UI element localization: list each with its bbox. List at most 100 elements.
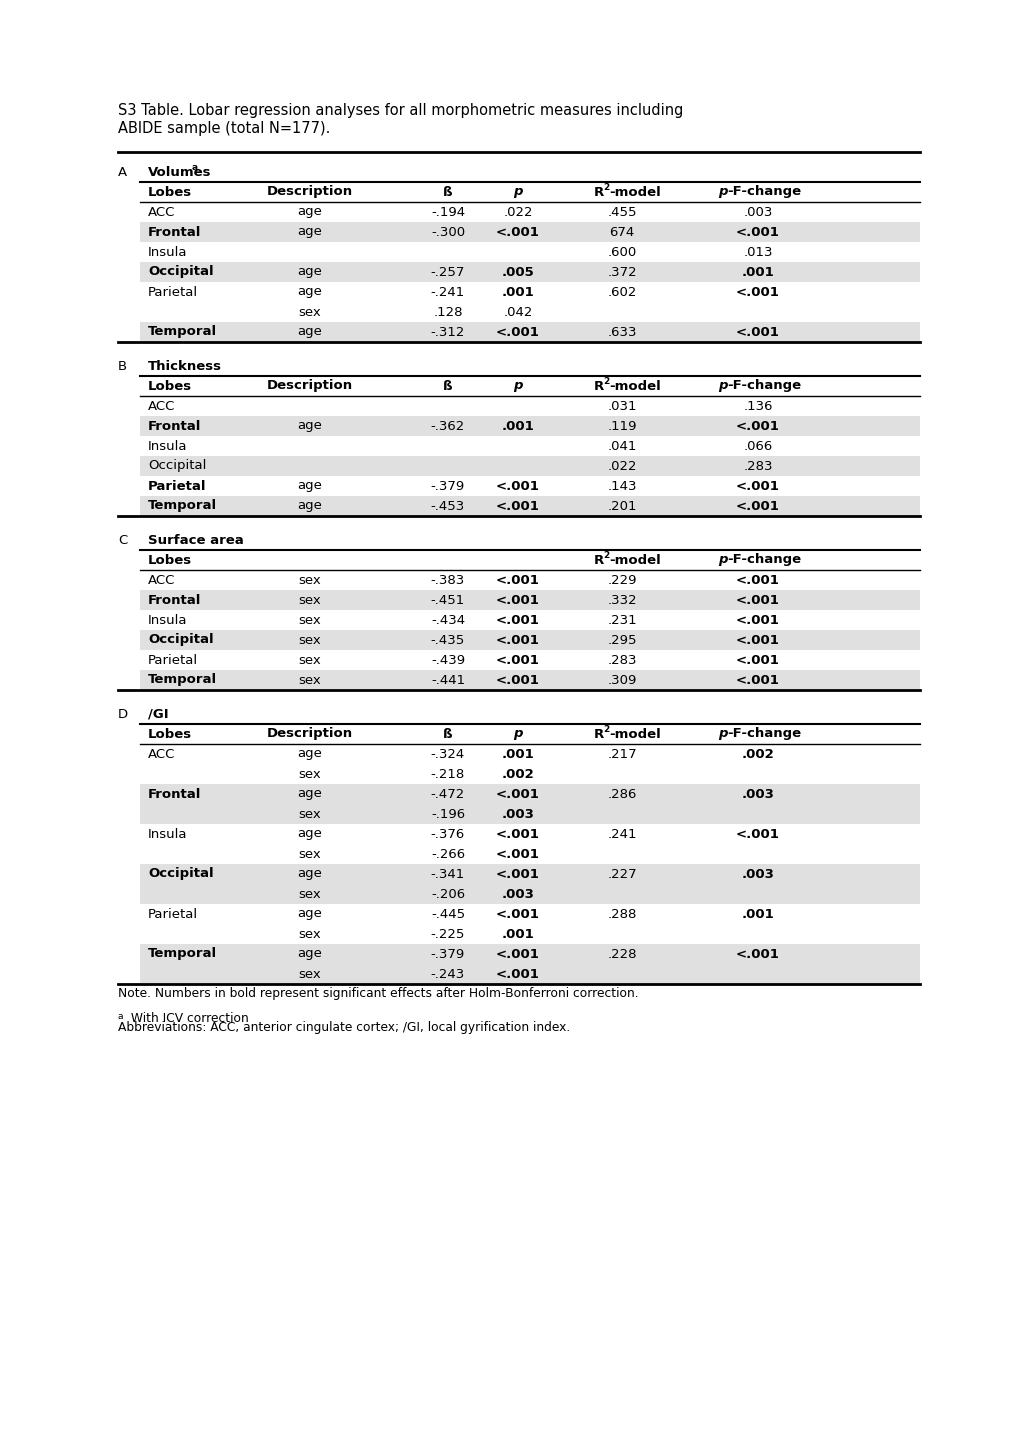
Text: .002: .002 — [741, 747, 773, 760]
Text: sex: sex — [299, 768, 321, 781]
Text: .201: .201 — [606, 499, 636, 512]
Text: <.001: <.001 — [736, 827, 780, 840]
Bar — [140, 222, 919, 242]
Text: <.001: <.001 — [495, 967, 539, 980]
Text: -model: -model — [608, 727, 660, 740]
Text: ACC: ACC — [148, 400, 175, 413]
Text: Temporal: Temporal — [148, 499, 217, 512]
Text: .031: .031 — [606, 400, 636, 413]
Text: sex: sex — [299, 674, 321, 687]
Text: age: age — [298, 420, 322, 433]
Text: .003: .003 — [743, 205, 772, 218]
Text: ACC: ACC — [148, 747, 175, 760]
Text: <.001: <.001 — [495, 948, 539, 961]
Text: p: p — [717, 186, 727, 199]
Bar — [140, 885, 919, 903]
Text: R: R — [593, 380, 603, 392]
Text: <.001: <.001 — [495, 827, 539, 840]
Text: -.472: -.472 — [430, 788, 465, 801]
Text: .229: .229 — [606, 573, 636, 586]
Text: Insula: Insula — [148, 613, 187, 626]
Text: .003: .003 — [741, 788, 773, 801]
Text: age: age — [298, 326, 322, 339]
Text: .022: .022 — [502, 205, 532, 218]
Text: .001: .001 — [501, 420, 534, 433]
Text: Occipital: Occipital — [148, 266, 213, 278]
Text: <.001: <.001 — [495, 573, 539, 586]
Text: .136: .136 — [743, 400, 772, 413]
Text: 2: 2 — [602, 378, 608, 387]
Bar — [140, 964, 919, 984]
Text: sex: sex — [299, 593, 321, 606]
Text: <.001: <.001 — [736, 613, 780, 626]
Text: p: p — [717, 554, 727, 567]
Text: -F-change: -F-change — [727, 380, 800, 392]
Text: -.225: -.225 — [430, 928, 465, 941]
Text: .003: .003 — [501, 808, 534, 821]
Text: p: p — [513, 186, 522, 199]
Text: <.001: <.001 — [495, 867, 539, 880]
Text: <.001: <.001 — [736, 420, 780, 433]
Text: -.196: -.196 — [430, 808, 465, 821]
Text: Volumes: Volumes — [148, 166, 211, 179]
Text: -.451: -.451 — [430, 593, 465, 606]
Bar — [140, 670, 919, 690]
Text: -.379: -.379 — [430, 479, 465, 492]
Text: <.001: <.001 — [736, 286, 780, 299]
Text: Surface area: Surface area — [148, 534, 244, 547]
Text: Thickness: Thickness — [148, 359, 222, 372]
Text: sex: sex — [299, 967, 321, 980]
Bar — [140, 416, 919, 436]
Text: -.453: -.453 — [430, 499, 465, 512]
Text: <.001: <.001 — [736, 573, 780, 586]
Text: -.243: -.243 — [430, 967, 465, 980]
Text: -F-change: -F-change — [727, 186, 800, 199]
Text: Insula: Insula — [148, 245, 187, 258]
Text: Parietal: Parietal — [148, 654, 198, 667]
Text: age: age — [298, 948, 322, 961]
Bar — [140, 804, 919, 824]
Text: -.324: -.324 — [430, 747, 465, 760]
Text: -F-change: -F-change — [727, 727, 800, 740]
Text: 2: 2 — [602, 551, 608, 560]
Text: .001: .001 — [501, 286, 534, 299]
Text: ACC: ACC — [148, 573, 175, 586]
Text: <.001: <.001 — [495, 674, 539, 687]
Text: <.001: <.001 — [495, 499, 539, 512]
Text: .283: .283 — [606, 654, 636, 667]
Text: -.383: -.383 — [430, 573, 465, 586]
Text: Parietal: Parietal — [148, 286, 198, 299]
Text: -.445: -.445 — [430, 908, 465, 921]
Text: <.001: <.001 — [736, 674, 780, 687]
Text: Occipital: Occipital — [148, 459, 206, 472]
Text: -.241: -.241 — [430, 286, 465, 299]
Text: <.001: <.001 — [736, 593, 780, 606]
Text: .119: .119 — [606, 420, 636, 433]
Text: R: R — [593, 554, 603, 567]
Text: p: p — [717, 380, 727, 392]
Text: Parietal: Parietal — [148, 479, 206, 492]
Text: R: R — [593, 727, 603, 740]
Text: Lobes: Lobes — [148, 380, 192, 392]
Text: age: age — [298, 479, 322, 492]
Text: Lobes: Lobes — [148, 554, 192, 567]
Text: ABIDE sample (total N=177).: ABIDE sample (total N=177). — [118, 121, 330, 136]
Text: age: age — [298, 266, 322, 278]
Text: Frontal: Frontal — [148, 420, 201, 433]
Text: a: a — [118, 1012, 123, 1022]
Bar — [140, 590, 919, 610]
Text: .231: .231 — [606, 613, 636, 626]
Text: age: age — [298, 827, 322, 840]
Text: sex: sex — [299, 928, 321, 941]
Text: age: age — [298, 867, 322, 880]
Text: .633: .633 — [606, 326, 636, 339]
Text: -.194: -.194 — [430, 205, 465, 218]
Text: .001: .001 — [741, 266, 773, 278]
Text: .288: .288 — [606, 908, 636, 921]
Text: .003: .003 — [501, 887, 534, 900]
Text: Frontal: Frontal — [148, 225, 201, 238]
Text: sex: sex — [299, 306, 321, 319]
Text: .217: .217 — [606, 747, 636, 760]
Text: -.218: -.218 — [430, 768, 465, 781]
Text: C: C — [118, 534, 127, 547]
